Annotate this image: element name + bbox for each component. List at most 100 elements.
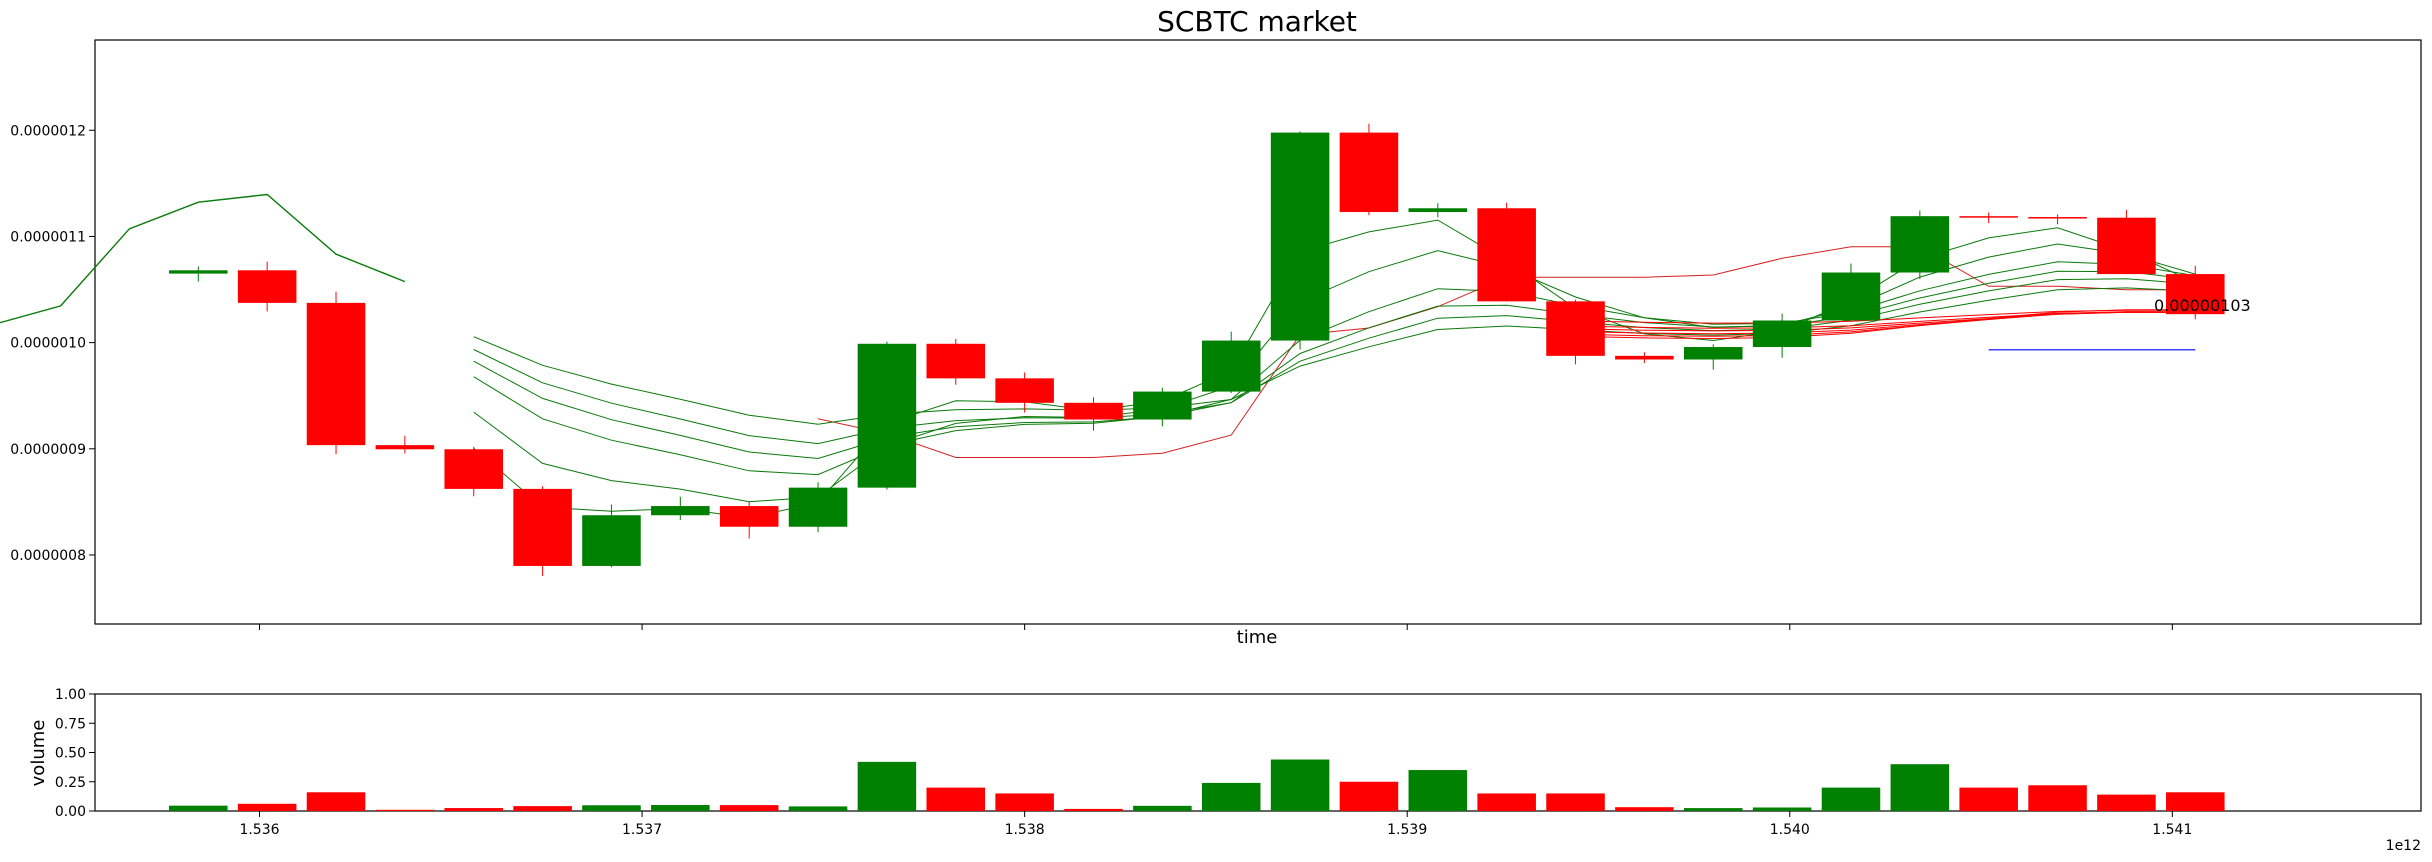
candle-body [1133, 391, 1192, 420]
price-plot-frame [94, 39, 2422, 625]
candle-body [169, 270, 228, 274]
volume-y-axis: 0.00 0.25 0.50 0.75 1.00 [55, 687, 95, 820]
short-ema-line [473, 270, 2196, 460]
candle-body [1890, 216, 1950, 273]
volume-bar [582, 805, 641, 811]
volume-bar [169, 805, 228, 811]
volume-bar [1064, 808, 1123, 811]
short-ema-line [473, 243, 2196, 503]
volume-bar [1133, 805, 1192, 811]
candle-body [2097, 217, 2156, 275]
y-tick-label: 0.0000008 [10, 548, 86, 564]
long-ema-line [1575, 311, 2196, 332]
candle-body [1270, 132, 1330, 341]
candle-body [1477, 208, 1536, 302]
volume-bar [857, 761, 917, 811]
volume-bar [2028, 785, 2087, 811]
volume-bar [788, 806, 848, 811]
y-tick-label: 0.75 [55, 716, 86, 732]
x-tick-label: 1.536 [239, 822, 279, 838]
candle-body [719, 506, 779, 527]
volume-bar [651, 805, 710, 811]
volume-y-label: volume [28, 720, 49, 787]
candle-body [1752, 320, 1812, 348]
candle-body [926, 343, 986, 379]
volume-bar [926, 787, 986, 811]
volume-bar [1959, 787, 2018, 811]
chart-title: SCBTC market [1157, 5, 1357, 38]
volume-marks [169, 759, 2225, 811]
volume-bar [1408, 770, 1468, 811]
x-tick-label: 1.537 [622, 822, 662, 838]
candle-body [1683, 347, 1743, 360]
candle-body [2166, 274, 2225, 315]
volume-bar [1339, 781, 1399, 811]
y-tick-label: 0.50 [55, 746, 86, 762]
x-tick-label: 1.538 [1005, 822, 1045, 838]
y-tick-label: 0.0000010 [10, 336, 86, 352]
candle-body [788, 487, 848, 527]
volume-bar [237, 803, 297, 811]
candle-body [306, 302, 366, 446]
volume-x-axis: 1.536 1.537 1.538 1.539 1.540 1.541 [239, 811, 2192, 838]
y-tick-label: 0.0000011 [10, 229, 86, 245]
price-x-ticks [259, 624, 2173, 630]
volume-bar [1890, 764, 1950, 811]
long-ema-line [1575, 309, 2196, 324]
price-y-axis: 0.0000008 0.0000009 0.0000010 0.0000011 0.00… [10, 123, 95, 564]
candle-body [651, 506, 710, 516]
candle-body [444, 449, 504, 489]
x-axis-label: time [1237, 627, 1278, 648]
volume-bar [1752, 807, 1812, 811]
y-tick-label: 0.0000012 [10, 123, 86, 139]
x-tick-label: 1.539 [1387, 822, 1427, 838]
volume-bar [444, 808, 504, 811]
y-tick-label: 0.25 [55, 775, 86, 791]
ichimoku-lagging-span [0, 193, 406, 324]
volume-bar [513, 806, 572, 811]
price-plot: 0.0000008 0.0000009 0.0000010 0.0000011 0.00… [0, 39, 2422, 648]
candle-body [995, 378, 1054, 403]
y-tick-label: 1.00 [55, 687, 86, 703]
volume-bar [2097, 794, 2156, 811]
long-ema-line [1575, 311, 2196, 329]
candle-body [857, 343, 917, 488]
volume-plot: 0.000.250.500.751.00 1.536 1.537 1.538 1.53… [28, 687, 2422, 854]
candle-body [1339, 132, 1399, 213]
short-ema-line [473, 287, 2196, 425]
candle-body [237, 270, 297, 303]
x-tick-label: 1.540 [1770, 822, 1810, 838]
y-tick-label: 0.00 [55, 804, 86, 820]
volume-bar [1683, 808, 1743, 811]
volume-bar [1270, 759, 1330, 811]
volume-bar [375, 809, 435, 811]
candle-body [1064, 402, 1123, 420]
volume-bar [1546, 793, 1605, 811]
candle-body [375, 445, 435, 450]
candle-body [1821, 272, 1881, 321]
candle-body [1546, 301, 1605, 356]
volume-bar [719, 805, 779, 811]
candle-body [1201, 340, 1261, 392]
candle-body [582, 515, 641, 566]
last-price-label: 0.00000103 [2154, 296, 2251, 315]
candle-body [1959, 216, 2018, 218]
short-ema-line [473, 261, 2196, 476]
y-tick-label: 0.0000009 [10, 442, 86, 458]
x-offset-label: 1e12 [2386, 838, 2421, 854]
volume-bar [1201, 782, 1261, 811]
price-marks [0, 123, 2225, 576]
candle-body [1408, 208, 1468, 213]
volume-bar [306, 792, 366, 811]
volume-bar [2166, 792, 2225, 811]
volume-bar [1477, 793, 1536, 811]
candle-body [513, 488, 572, 566]
volume-bar [1821, 787, 1881, 811]
candle-body [1615, 355, 1674, 360]
short-ema-line [473, 278, 2196, 445]
x-tick-label: 1.541 [2152, 822, 2192, 838]
volume-bar [1615, 807, 1674, 811]
candle-body [2028, 217, 2087, 219]
volume-bar [995, 793, 1054, 811]
